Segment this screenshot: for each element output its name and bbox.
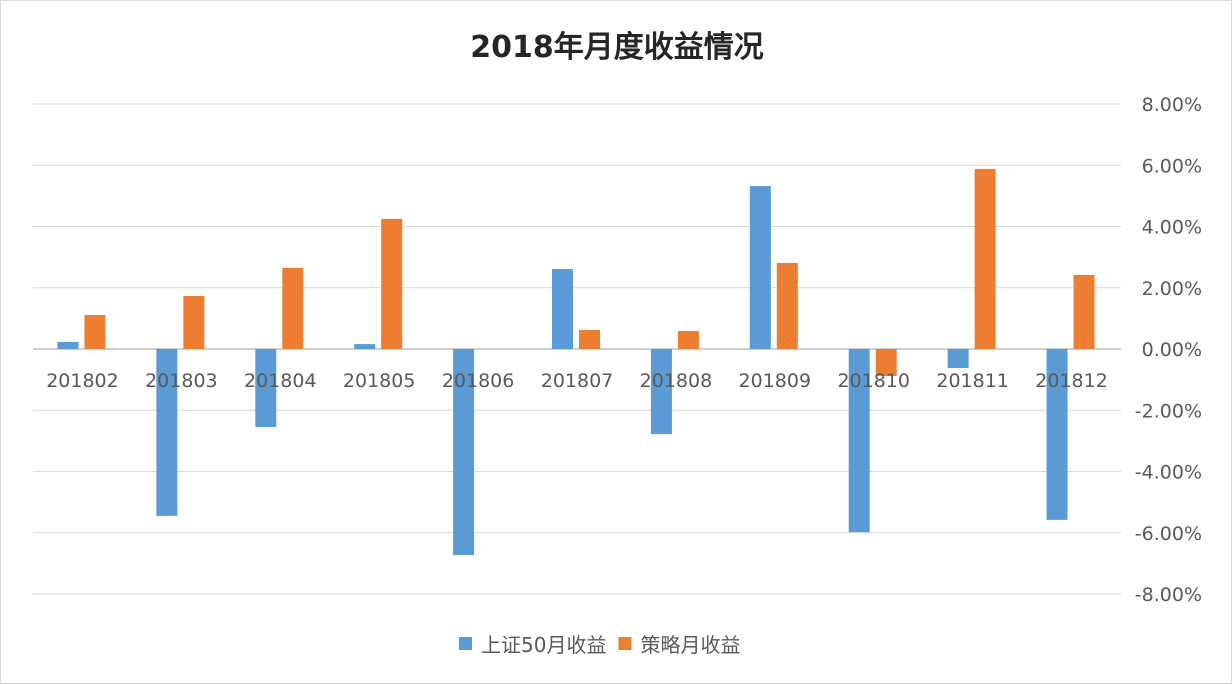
bar-strategy — [84, 315, 106, 349]
y-tick-label: 2.00% — [1142, 278, 1202, 300]
legend-swatch — [459, 637, 472, 650]
bar-sse50 — [57, 341, 79, 349]
x-tick-label: 201805 — [343, 370, 416, 392]
bar-sse50 — [354, 344, 376, 349]
legend-label: 策略月收益 — [640, 633, 740, 657]
y-tick-label: 0.00% — [1142, 339, 1202, 361]
bar-strategy — [381, 218, 403, 349]
x-tick-label: 201811 — [936, 370, 1009, 392]
chart-title: 2018年月度收益情况 — [470, 30, 764, 65]
y-tick-label: 8.00% — [1142, 94, 1202, 116]
bar-sse50 — [156, 349, 178, 516]
bar-strategy — [875, 349, 897, 376]
x-tick-label: 201804 — [244, 370, 317, 392]
bar-strategy — [776, 262, 798, 349]
bar-strategy — [1073, 274, 1095, 349]
bar-strategy — [579, 330, 600, 349]
x-tick-label: 201809 — [739, 370, 812, 392]
bar-sse50 — [749, 186, 771, 349]
legend-swatch — [618, 637, 632, 650]
bar-strategy — [677, 330, 699, 349]
bar-sse50 — [255, 349, 277, 428]
y-tick-label: -4.00% — [1135, 462, 1202, 484]
y-tick-label: -2.00% — [1135, 400, 1202, 422]
bar-sse50 — [453, 349, 475, 556]
bar-sse50 — [552, 269, 573, 349]
bar-strategy — [282, 267, 304, 349]
bar-sse50 — [947, 349, 969, 368]
bar-strategy — [183, 296, 205, 349]
legend-label: 上证50月收益 — [481, 633, 606, 657]
y-tick-label: 4.00% — [1142, 217, 1202, 239]
y-tick-label: -8.00% — [1135, 584, 1202, 606]
x-tick-label: 201806 — [442, 370, 515, 392]
bar-sse50 — [650, 349, 672, 435]
bar-strategy — [974, 168, 996, 349]
x-tick-label: 201803 — [145, 370, 218, 392]
x-tick-label: 201807 — [541, 370, 614, 392]
x-tick-label: 201802 — [46, 370, 119, 392]
x-tick-label: 201810 — [837, 370, 910, 392]
x-tick-label: 201812 — [1035, 370, 1108, 392]
bar-sse50 — [848, 349, 870, 533]
bar-sse50 — [1046, 349, 1068, 520]
y-tick-label: -6.00% — [1135, 523, 1202, 545]
x-tick-label: 201808 — [640, 370, 713, 392]
y-tick-label: 6.00% — [1142, 155, 1202, 177]
